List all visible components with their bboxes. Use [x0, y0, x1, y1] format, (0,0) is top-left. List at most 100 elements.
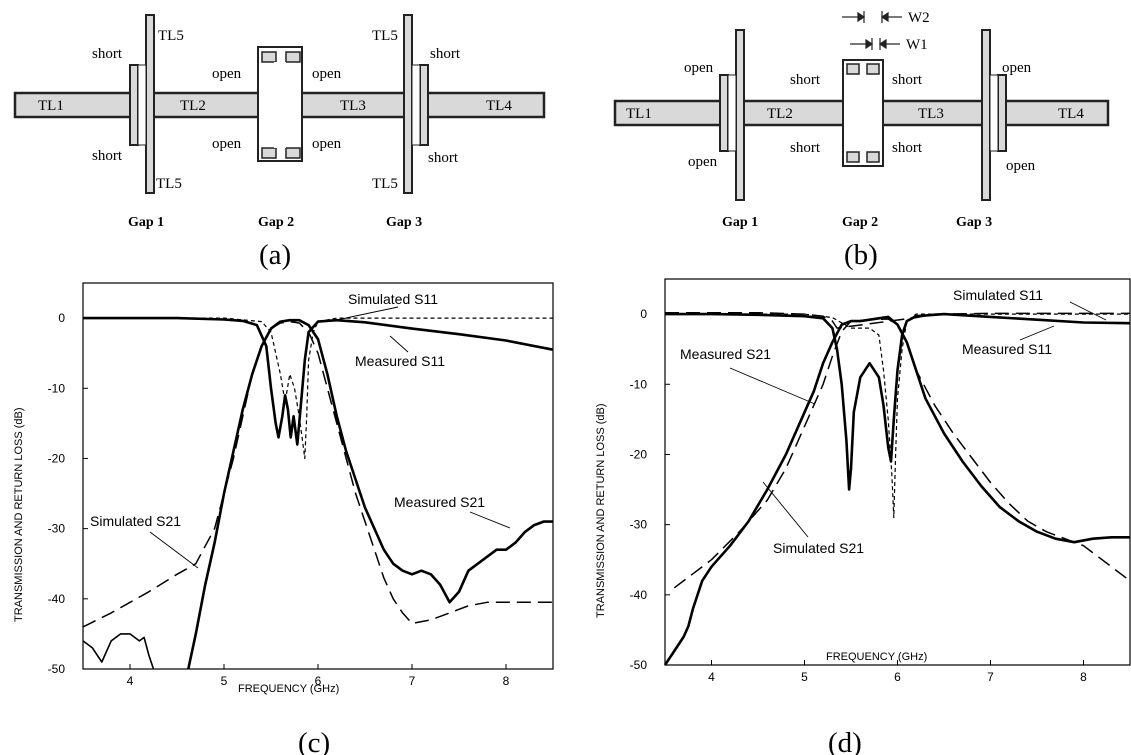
annotation-arrows	[149, 306, 511, 569]
label-gap3: Gap 3	[386, 215, 422, 230]
gap1-right-stub	[735, 29, 745, 201]
label-tl1: TL1	[626, 106, 652, 122]
label-gap2: Gap 2	[842, 215, 878, 230]
tick-group: 4 5 6 7 8 0 -10 -20 -30 -40 -50	[630, 307, 1088, 684]
annotation-meas-s21: Measured S21	[680, 346, 771, 362]
y-tick-label: 0	[58, 311, 65, 325]
series-line	[187, 318, 553, 670]
label-tl5: TL5	[372, 176, 398, 192]
y-tick-label: -50	[48, 662, 66, 676]
curve-group	[82, 316, 554, 670]
gap2-pad	[285, 51, 301, 63]
gap3-slot	[411, 64, 421, 146]
x-tick-label: 8	[1080, 670, 1087, 684]
annotation-meas-s21: Measured S21	[394, 494, 485, 510]
y-tick-label: -30	[630, 518, 648, 532]
label-tl1: TL1	[38, 98, 64, 114]
y-tick-label: -10	[48, 381, 66, 395]
label-tl5: TL5	[156, 176, 182, 192]
gap2-pad	[261, 51, 277, 63]
gap3-right-stub	[997, 74, 1007, 152]
annotation-sim-s11: Simulated S11	[953, 287, 1043, 303]
y-tick-label: -40	[630, 588, 648, 602]
plot-frame	[664, 278, 1131, 666]
series-line	[665, 313, 1130, 519]
caption-d: (d)	[828, 727, 862, 755]
x-tick-label: 4	[708, 670, 715, 684]
annotation-sim-s21: Simulated S21	[90, 513, 181, 529]
series-line	[82, 633, 155, 670]
label-open: open	[312, 66, 342, 82]
y-tick-label: -20	[48, 451, 66, 465]
label-open: open	[1002, 60, 1032, 76]
label-short: short	[92, 148, 123, 164]
series-line	[83, 316, 554, 446]
label-open: open	[688, 154, 718, 170]
gap1-slot	[727, 74, 737, 152]
gap2-ring	[842, 59, 884, 167]
annotation-sim-s21: Simulated S21	[773, 540, 864, 556]
y-tick-label: -30	[48, 522, 66, 536]
curve-group	[663, 311, 1131, 666]
label-open: open	[212, 136, 242, 152]
gap2-pad	[846, 151, 860, 163]
gap2-pad	[285, 147, 301, 159]
gap1-slot	[137, 64, 147, 146]
annotation-meas-s11: Measured S11	[962, 341, 1052, 357]
x-tick-label: 5	[801, 670, 808, 684]
tick-group: 4 5 6 7 8 0 -10 -20 -30 -40 -50	[48, 311, 510, 688]
label-short: short	[428, 150, 459, 166]
x-tick-label: 7	[409, 674, 416, 688]
label-tl2: TL2	[767, 106, 793, 122]
x-tick-label: 6	[894, 670, 901, 684]
panel-b-schematic: W2 W1 TL1 TL2 TL3 TL4 open open short sh…	[613, 10, 1110, 271]
label-open: open	[1006, 158, 1036, 174]
x-axis-title: FREQUENCY (GHz)	[826, 651, 927, 663]
label-gap1: Gap 1	[722, 215, 758, 230]
gap3-right-stub	[419, 64, 429, 146]
y-tick-label: -10	[630, 377, 648, 391]
y-tick-label: -40	[48, 592, 66, 606]
label-tl3: TL3	[340, 98, 366, 114]
caption-a: (a)	[259, 239, 291, 271]
annotation-arrows	[729, 301, 1107, 538]
label-tl3: TL3	[918, 106, 944, 122]
x-tick-label: 6	[315, 674, 322, 688]
gap2-slot	[274, 62, 286, 148]
label-short: short	[892, 72, 923, 88]
series-line	[673, 318, 1131, 589]
y-tick-label: -50	[630, 658, 648, 672]
series-line	[83, 317, 553, 460]
label-open: open	[312, 136, 342, 152]
series-line	[665, 311, 1130, 329]
y-tick-label: -20	[630, 447, 648, 461]
label-gap3: Gap 3	[956, 215, 992, 230]
annotation-meas-s11: Measured S11	[355, 353, 445, 369]
gap1-left-stub	[719, 74, 729, 152]
label-gap2: Gap 2	[258, 215, 294, 230]
label-w1: W1	[906, 37, 928, 53]
panel-a-schematic: TL1 TL2 TL3 TL4 TL5 TL5 TL5 TL5 short sh…	[13, 14, 546, 271]
x-tick-label: 4	[127, 674, 134, 688]
label-tl4: TL4	[1058, 106, 1084, 122]
label-gap1: Gap 1	[128, 215, 164, 230]
label-w2: W2	[908, 10, 930, 26]
label-tl5: TL5	[372, 28, 398, 44]
gap3-left-stub	[403, 14, 413, 194]
gap2-pad	[866, 63, 880, 75]
caption-b: (b)	[844, 239, 878, 271]
annotation-sim-s11: Simulated S11	[348, 291, 438, 307]
label-tl4: TL4	[486, 98, 512, 114]
gap1-right-stub	[145, 14, 155, 194]
label-short: short	[430, 46, 461, 62]
gap2-pad	[846, 63, 860, 75]
label-open: open	[212, 66, 242, 82]
gap3-slot	[989, 74, 999, 152]
label-short: short	[790, 140, 821, 156]
series-line	[665, 312, 1131, 491]
gap1-left-stub	[129, 64, 139, 146]
y-axis-title: TRANSMISSION AND RETURN LOSS (dB)	[595, 403, 607, 618]
y-axis-title: TRANSMISSION AND RETURN LOSS (dB)	[13, 407, 25, 622]
x-tick-label: 5	[221, 674, 228, 688]
label-short: short	[790, 72, 821, 88]
